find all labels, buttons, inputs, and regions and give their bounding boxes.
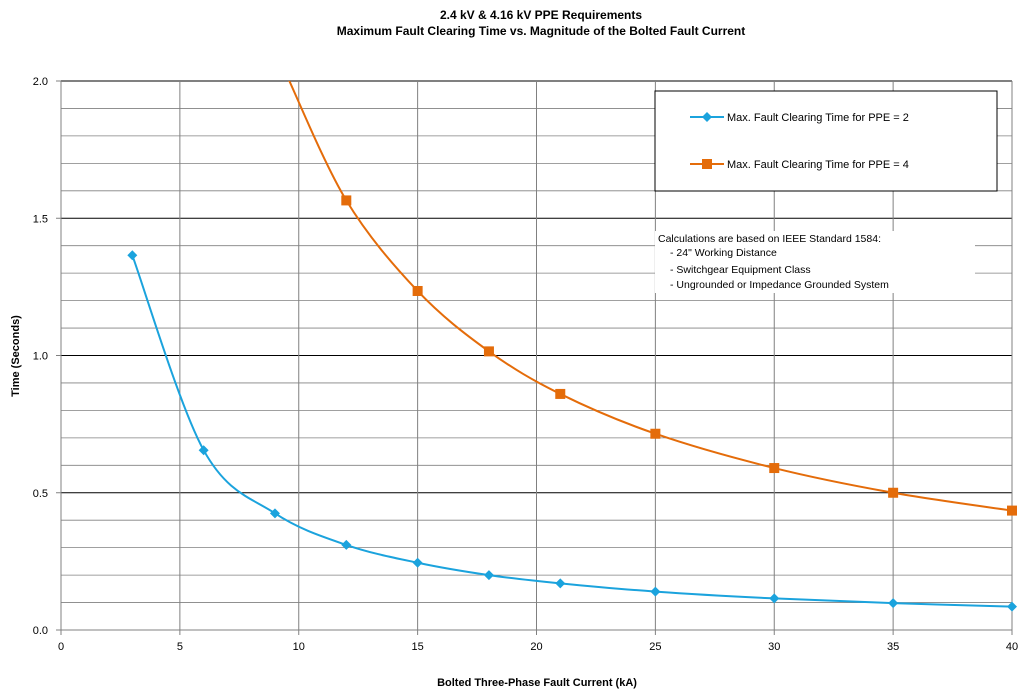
x-tick-label: 30 [768, 641, 780, 653]
data-point-ppe2 [1007, 601, 1017, 612]
annotation-heading: Calculations are based on IEEE Standard … [658, 233, 881, 245]
data-point-ppe4 [1007, 505, 1017, 516]
data-point-ppe2 [412, 557, 423, 568]
x-tick-label: 25 [649, 641, 661, 653]
y-tick-label: 1.0 [33, 351, 48, 363]
data-point-ppe4 [341, 195, 352, 206]
x-axis-label: Bolted Three-Phase Fault Current (kA) [437, 677, 637, 689]
series-ppe4 [288, 81, 1017, 516]
data-point-ppe4 [769, 463, 780, 474]
data-point-ppe2 [769, 593, 780, 604]
series-ppe2 [127, 250, 1017, 612]
data-point-ppe2 [198, 445, 209, 456]
data-point-ppe2 [483, 570, 494, 581]
data-point-ppe4 [483, 346, 494, 357]
data-point-ppe4 [650, 428, 661, 439]
y-axis-label: Time (Seconds) [10, 315, 22, 397]
legend-item-ppe4: Max. Fault Clearing Time for PPE = 4 [690, 159, 909, 171]
y-tick-label: 0.0 [33, 625, 48, 637]
chart-subtitle: Maximum Fault Clearing Time vs. Magnitud… [337, 24, 746, 38]
legend-box [654, 90, 998, 192]
series-line-ppe2 [131, 254, 1012, 608]
tick-labels: 0 5 10 15 20 25 30 35 40 0.0 0.5 1.0 1.5 2.0 [33, 76, 1018, 653]
data-point-ppe4 [412, 285, 423, 296]
legend-marker-ppe2 [702, 112, 712, 122]
x-tick-label: 15 [412, 641, 424, 653]
x-tick-label: 40 [1006, 641, 1018, 653]
data-point-ppe2 [555, 578, 566, 589]
data-point-ppe2 [888, 598, 899, 609]
y-tick-label: 1.5 [33, 213, 48, 225]
series-layer [127, 81, 1017, 612]
annotation-background [655, 231, 975, 293]
x-tick-label: 5 [177, 641, 183, 653]
legend-item-ppe2: Max. Fault Clearing Time for PPE = 2 [690, 112, 909, 124]
y-tick-label: 0.5 [33, 488, 48, 500]
x-tick-label: 20 [530, 641, 542, 653]
chart-title: 2.4 kV & 4.16 kV PPE Requirements [440, 8, 642, 22]
data-point-ppe2 [269, 508, 280, 519]
x-tick-label: 10 [293, 641, 305, 653]
annotation-line-2: - Switchgear Equipment Class [670, 264, 811, 276]
annotation-block: Calculations are based on IEEE Standard … [655, 231, 975, 293]
annotation-line-1: - 24" Working Distance [670, 247, 777, 259]
legend-marker-ppe4 [702, 159, 712, 169]
y-tick-label: 2.0 [33, 76, 48, 88]
data-point-ppe2 [650, 586, 661, 597]
data-point-ppe4 [555, 388, 566, 399]
x-tick-label: 0 [58, 641, 64, 653]
data-point-ppe2 [127, 250, 138, 261]
legend: Max. Fault Clearing Time for PPE = 2 Max… [654, 90, 998, 192]
x-tick-label: 35 [887, 641, 899, 653]
legend-label-ppe2: Max. Fault Clearing Time for PPE = 2 [727, 112, 909, 124]
legend-label-ppe4: Max. Fault Clearing Time for PPE = 4 [727, 159, 909, 171]
data-point-ppe4 [888, 487, 899, 498]
annotation-line-3: - Ungrounded or Impedance Grounded Syste… [670, 279, 889, 291]
data-point-ppe2 [341, 539, 352, 550]
